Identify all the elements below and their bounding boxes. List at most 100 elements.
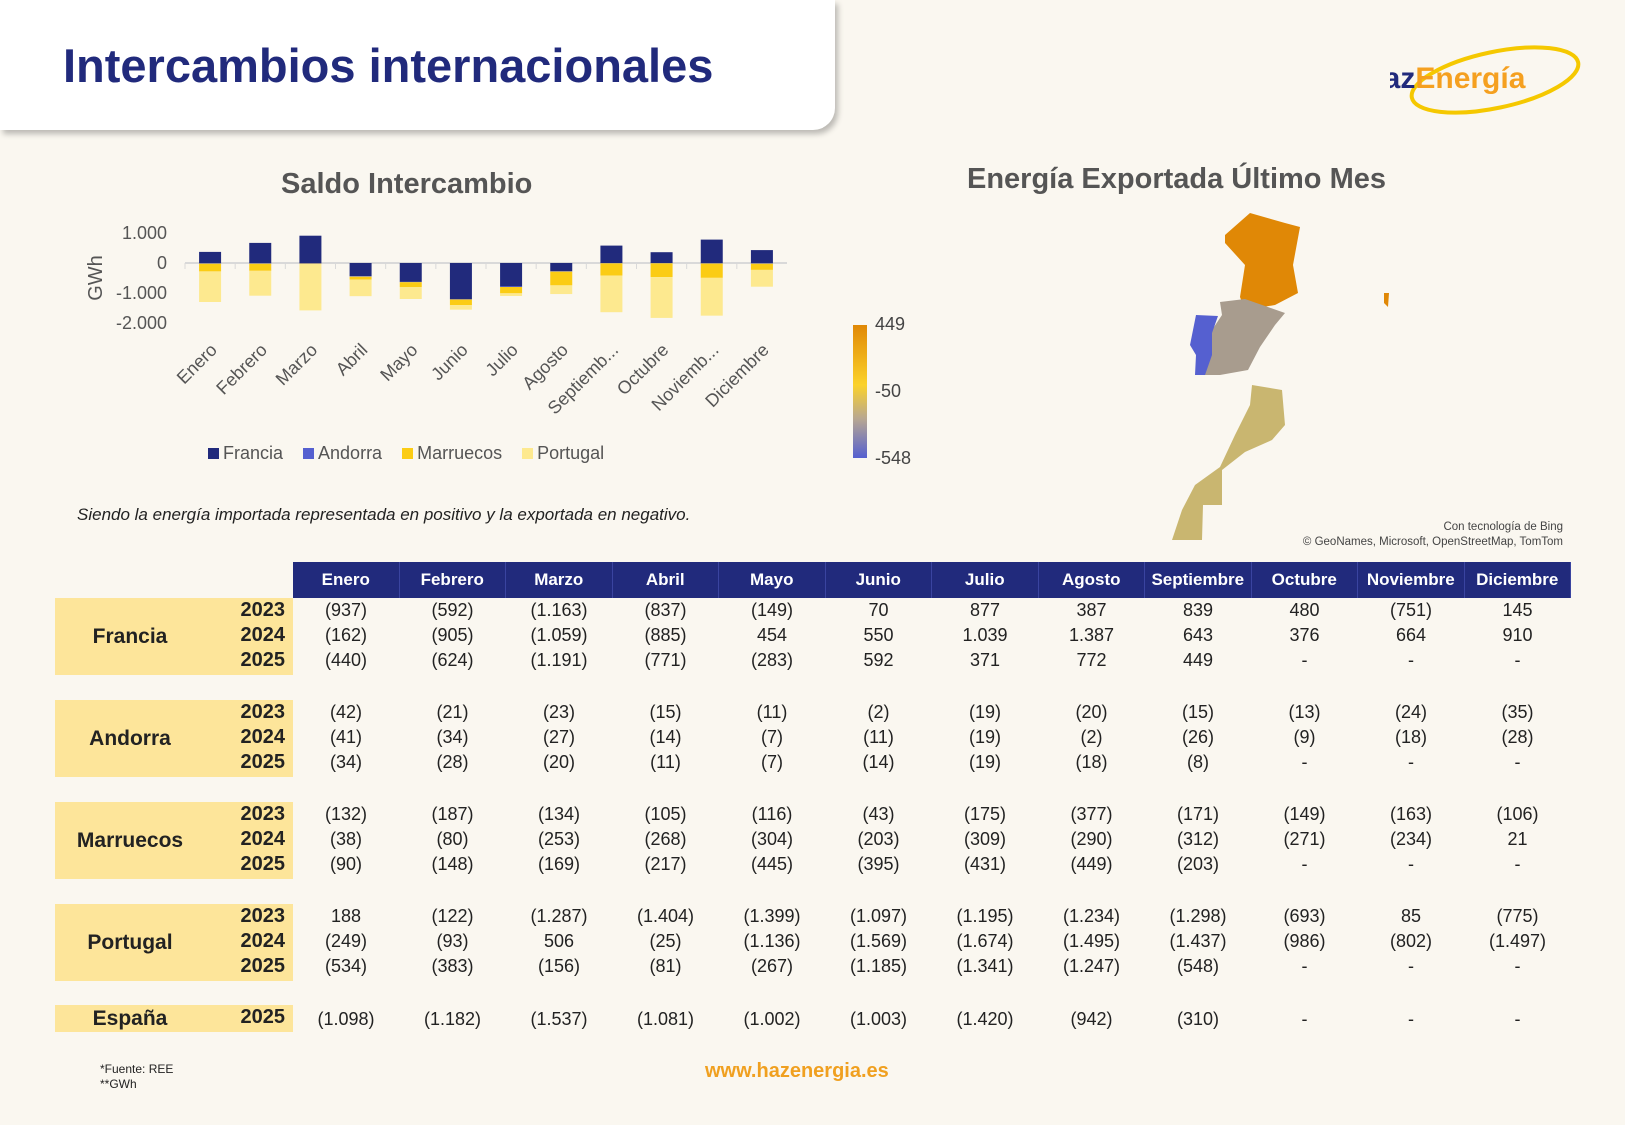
row-year: 2023 — [240, 599, 286, 621]
bar-portugal[interactable] — [299, 264, 322, 311]
table-cell: (1.059) — [530, 625, 588, 645]
chart-title: Saldo Intercambio — [281, 168, 533, 200]
bar-portugal[interactable] — [449, 305, 472, 310]
column-header-abril: Abril — [612, 562, 719, 598]
bar-francia[interactable] — [399, 263, 422, 282]
table-cell: - — [1514, 854, 1521, 874]
legend-label: Marruecos — [417, 443, 503, 463]
bar-portugal[interactable] — [399, 287, 422, 299]
table-cell: (1.674) — [956, 931, 1014, 951]
bar-marruecos[interactable] — [299, 263, 322, 265]
table-cell: (14) — [649, 727, 682, 747]
bar-portugal[interactable] — [500, 293, 523, 296]
legend-item-portugal[interactable]: Portugal — [522, 443, 604, 464]
bar-andorra[interactable] — [299, 263, 322, 264]
bar-francia[interactable] — [600, 245, 623, 263]
website-link[interactable]: www.hazenergia.es — [705, 1060, 889, 1082]
table-cell: (34) — [436, 727, 469, 747]
bar-francia[interactable] — [299, 235, 322, 263]
row-year: 2024 — [240, 726, 286, 748]
legend-item-andorra[interactable]: Andorra — [303, 443, 382, 464]
column-header-diciembre: Diciembre — [1464, 562, 1571, 598]
bar-andorra[interactable] — [199, 263, 222, 264]
bar-marruecos[interactable] — [550, 271, 573, 286]
table-cell: 376 — [1289, 625, 1320, 645]
bar-francia[interactable] — [550, 263, 573, 272]
table-cell: (1.399) — [743, 906, 801, 926]
bar-francia[interactable] — [449, 263, 472, 299]
map[interactable] — [1100, 205, 1400, 545]
bar-portugal[interactable] — [199, 271, 222, 302]
table-cell: (1.163) — [530, 600, 588, 620]
table-cell: - — [1408, 956, 1414, 976]
bar-francia[interactable] — [650, 252, 673, 263]
color-scale-bar — [853, 325, 867, 458]
table-cell: (11) — [650, 752, 681, 772]
bar-andorra[interactable] — [249, 263, 272, 264]
table-cell: (18) — [1075, 752, 1108, 772]
bar-andorra[interactable] — [500, 286, 523, 287]
bar-portugal[interactable] — [700, 277, 723, 316]
bar-marruecos[interactable] — [349, 276, 372, 280]
table-cell: (1.247) — [1062, 956, 1121, 976]
bar-portugal[interactable] — [349, 279, 372, 297]
table-cell: (1.497) — [1488, 931, 1547, 951]
table-cell: 188 — [330, 906, 362, 926]
table-cell: (592) — [431, 600, 474, 620]
table-cell: (986) — [1283, 931, 1326, 951]
bar-marruecos[interactable] — [449, 299, 472, 306]
column-header-julio: Julio — [932, 562, 1039, 598]
table-cell: (837) — [644, 600, 687, 620]
bar-marruecos[interactable] — [650, 263, 673, 278]
table-cell: (8) — [1187, 752, 1209, 772]
legend-swatch — [522, 448, 534, 459]
bar-marruecos[interactable] — [199, 263, 222, 272]
table-cell: 910 — [1502, 625, 1533, 645]
bar-francia[interactable] — [700, 239, 723, 263]
table-cell: (203) — [857, 829, 900, 849]
bar-andorra[interactable] — [750, 263, 773, 264]
bar-francia[interactable] — [500, 263, 523, 287]
x-tick-label: Julio — [482, 340, 522, 380]
bar-francia[interactable] — [249, 242, 272, 263]
table-cell: (449) — [1070, 854, 1113, 874]
table-cell: (937) — [324, 600, 368, 620]
bar-marruecos[interactable] — [399, 282, 422, 287]
bar-marruecos[interactable] — [700, 263, 723, 278]
table-cell: (290) — [1070, 829, 1113, 849]
row-year: 2024 — [240, 930, 286, 952]
table-cell: (395) — [857, 854, 900, 874]
map-espana — [1200, 299, 1285, 375]
legend-item-francia[interactable]: Francia — [208, 443, 283, 464]
bar-portugal[interactable] — [249, 270, 272, 296]
table-cell: (156) — [537, 956, 581, 976]
table-cell: (43) — [862, 804, 895, 824]
table-cell: - — [1301, 650, 1308, 670]
table-cell: (24) — [1394, 702, 1427, 722]
table-cell: 506 — [543, 931, 575, 951]
bar-portugal[interactable] — [650, 277, 673, 318]
row-year: 2023 — [240, 701, 286, 723]
bar-marruecos[interactable] — [600, 263, 623, 276]
table-cell: (23) — [542, 702, 575, 722]
bar-portugal[interactable] — [750, 269, 773, 287]
bar-marruecos[interactable] — [750, 263, 773, 270]
bar-portugal[interactable] — [600, 275, 623, 313]
table-cell: (217) — [644, 854, 687, 874]
table-cell: (1.287) — [530, 906, 588, 926]
map-francia — [1225, 213, 1300, 310]
bar-marruecos[interactable] — [249, 263, 272, 271]
table-cell: (1.404) — [636, 906, 695, 926]
table-cell: (1.182) — [423, 1009, 482, 1029]
legend-swatch — [303, 448, 315, 459]
bar-portugal[interactable] — [550, 285, 573, 295]
bar-francia[interactable] — [199, 251, 222, 263]
group-label-bg — [55, 700, 293, 777]
x-tick-label: Junio — [427, 340, 472, 385]
legend-item-marruecos[interactable]: Marruecos — [402, 443, 502, 464]
bar-marruecos[interactable] — [500, 287, 523, 294]
bar-francia[interactable] — [750, 250, 773, 263]
group-name-marruecos: Marruecos — [76, 828, 184, 852]
row-year: 2025 — [240, 1006, 286, 1028]
bar-francia[interactable] — [349, 263, 372, 277]
